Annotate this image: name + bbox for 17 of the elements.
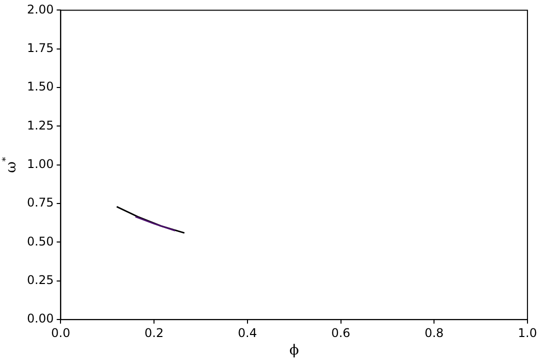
x-axis-title: ϕ	[289, 342, 299, 359]
y-tick-label: 0.75	[27, 196, 54, 210]
y-tick-label: 2.00	[27, 2, 54, 16]
x-tick-label: 0.2	[144, 326, 164, 340]
x-tick-label: 0.0	[51, 326, 70, 340]
x-tick-label: 0.8	[424, 326, 444, 340]
y-tick-label: 0.00	[27, 312, 54, 326]
x-tick-label: 0.6	[331, 326, 350, 340]
y-axis-title: ω*	[1, 156, 20, 173]
y-tick-label: 1.25	[27, 118, 54, 132]
y-tick-label: 1.75	[27, 41, 54, 55]
y-tick-label: 1.50	[27, 80, 54, 94]
x-tick-label: 0.4	[238, 326, 257, 340]
y-tick-label: 0.25	[27, 273, 54, 288]
x-tick-label: 1.0	[518, 326, 538, 340]
y-tick-label: 1.00	[27, 157, 54, 172]
y-tick-label: 0.50	[27, 234, 54, 248]
